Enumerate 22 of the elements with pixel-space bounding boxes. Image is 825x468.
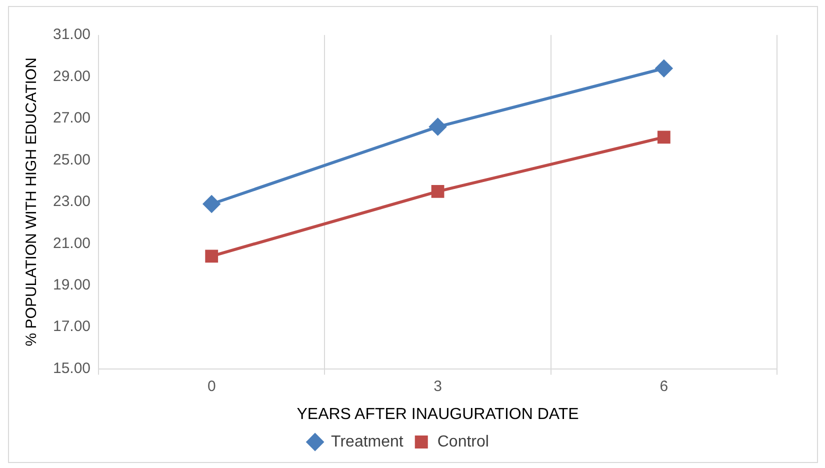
y-axis-title: % POPULATION WITH HIGH EDUCATION xyxy=(23,58,40,346)
legend-label: Control xyxy=(437,433,489,450)
legend-label: Treatment xyxy=(331,433,404,450)
point xyxy=(431,185,444,198)
y-tick-label: 19.00 xyxy=(52,276,91,294)
y-tick-label: 31.00 xyxy=(52,26,91,44)
x-tick-label: 0 xyxy=(207,378,216,395)
x-tick-label: 3 xyxy=(434,378,442,395)
y-tick-label: 25.00 xyxy=(52,151,91,168)
point xyxy=(657,130,670,144)
point xyxy=(655,60,672,77)
y-tick-label: 29.00 xyxy=(52,68,91,85)
y-tick-label: 27.00 xyxy=(52,110,91,127)
x-tick-label: 6 xyxy=(660,378,668,395)
point xyxy=(429,118,446,136)
x-axis-title: YEARS AFTER INAUGURATION DATE xyxy=(296,406,579,423)
point xyxy=(205,250,218,263)
y-tick-label: 23.00 xyxy=(52,193,91,210)
y-tick-label: 21.00 xyxy=(52,234,91,252)
y-tick-label: 17.00 xyxy=(52,318,91,336)
point xyxy=(203,195,220,212)
y-tick-label: 15.00 xyxy=(52,360,91,377)
